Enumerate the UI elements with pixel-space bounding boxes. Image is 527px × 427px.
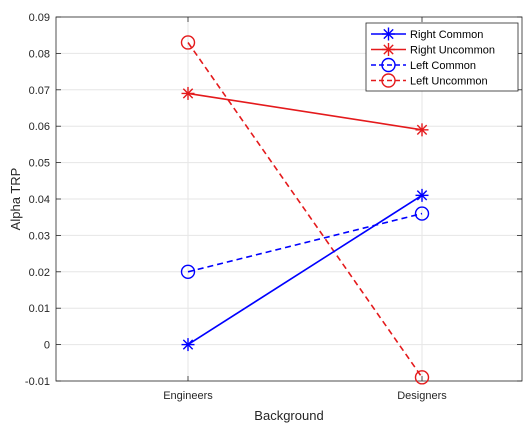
legend-label: Right Common: [410, 29, 483, 41]
marker-stroke: [383, 44, 394, 55]
asterisk-marker: [415, 123, 429, 137]
marker-circle: [180, 35, 196, 50]
series-lines: [180, 35, 430, 385]
y-tick-label: 0.06: [29, 121, 50, 133]
asterisk-marker: [382, 43, 395, 56]
axis-ticks: -0.01 0 0.01 0.02 0.03 0.04 0.05 0.06 0.07 0.08 0.…: [25, 12, 522, 402]
y-tick-label: 0.09: [29, 12, 50, 24]
legend-item: Left Uncommon: [371, 73, 488, 88]
legend-item: Left Common: [371, 57, 476, 73]
asterisk-marker: [382, 27, 395, 41]
marker-circle: [414, 206, 430, 221]
circle-marker: [180, 264, 196, 279]
series-line: [187, 42, 423, 378]
marker-stroke: [383, 28, 394, 40]
marker-circle: [381, 73, 396, 88]
y-tick-label: 0: [44, 340, 50, 352]
y-tick-label: 0.01: [29, 303, 50, 315]
circle-marker: [414, 206, 430, 221]
y-tick-label: 0.02: [29, 267, 50, 279]
y-tick-label: 0.05: [29, 158, 50, 170]
circle-marker: [381, 57, 396, 73]
legend-label: Left Uncommon: [410, 76, 488, 88]
series-line: [187, 92, 423, 131]
y-tick-label: 0.03: [29, 230, 50, 242]
x-tick-label: Designers: [397, 390, 447, 402]
y-tick-label: 0.07: [29, 85, 50, 97]
asterisk-marker: [415, 188, 429, 202]
series-left-uncommon: [180, 35, 430, 385]
marker-stroke: [182, 88, 194, 99]
asterisk-marker: [181, 86, 195, 100]
legend-label: Right Uncommon: [410, 45, 495, 57]
legend-label: Left Common: [410, 60, 476, 72]
series-left-common: [180, 206, 430, 279]
marker-circle: [381, 57, 396, 73]
legend-item: Right Common: [371, 27, 483, 41]
asterisk-marker: [181, 338, 195, 352]
series-right-uncommon: [181, 86, 429, 137]
y-axis-title: Alpha TRP: [8, 168, 23, 231]
series-right-common: [181, 188, 429, 352]
marker-stroke: [182, 339, 194, 350]
legend-item: Right Uncommon: [371, 43, 495, 57]
marker-circle: [414, 370, 430, 385]
y-tick-label: 0.04: [29, 194, 50, 206]
y-tick-label: -0.01: [25, 376, 50, 388]
marker-circle: [180, 264, 196, 279]
series-line: [187, 194, 423, 346]
circle-marker: [414, 370, 430, 385]
x-axis-title: Background: [254, 408, 323, 423]
series-line: [187, 212, 423, 273]
marker-stroke: [416, 124, 428, 136]
x-tick-label: Engineers: [163, 390, 213, 402]
legend: Right Common Right Uncommon Left Common Lef…: [365, 22, 519, 92]
circle-marker: [381, 73, 396, 88]
circle-marker: [180, 35, 196, 50]
marker-stroke: [416, 190, 428, 201]
y-tick-label: 0.08: [29, 48, 50, 60]
